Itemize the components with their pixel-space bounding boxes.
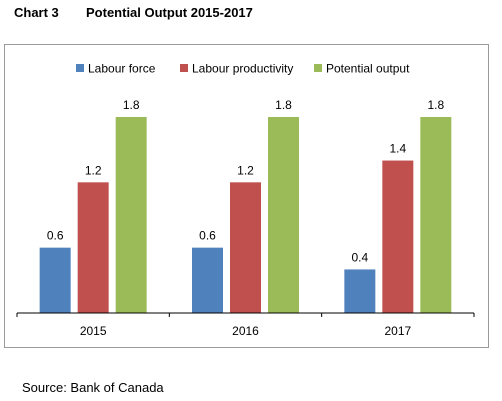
legend-swatch-2	[314, 64, 322, 72]
bar-chart: Labour force Labour productivity Potential…	[16, 62, 475, 338]
bar-0-1	[77, 182, 109, 313]
data-label-2-2: 1.8	[427, 98, 444, 112]
chart-number: Chart 3	[14, 5, 59, 20]
data-labels: 0.6 1.2 1.8 0.6 1.2 1.8 0.4 1.4 1.8	[47, 98, 445, 264]
bar-1-1	[230, 182, 261, 313]
bar-1-2	[268, 117, 299, 313]
data-label-1-0: 0.6	[199, 229, 216, 243]
bar-0-2	[115, 117, 147, 313]
bars	[39, 117, 452, 313]
x-tick-label-0: 2015	[80, 324, 107, 338]
legend-label-0: Labour force	[88, 62, 156, 76]
legend-swatch-1	[180, 64, 188, 72]
source-note: Source: Bank of Canada	[22, 380, 164, 395]
x-tick-label-1: 2016	[232, 324, 259, 338]
bar-1-0	[192, 247, 223, 313]
data-label-2-0: 0.4	[351, 250, 368, 264]
data-label-0-1: 1.2	[85, 163, 102, 177]
chart-title: Potential Output 2015-2017	[86, 5, 253, 20]
bar-0-0	[39, 247, 71, 313]
legend-label-1: Labour productivity	[192, 62, 293, 76]
data-label-0-2: 1.8	[123, 98, 140, 112]
bar-2-0	[344, 269, 376, 313]
data-label-0-0: 0.6	[47, 229, 64, 243]
legend-label-2: Potential output	[326, 62, 410, 76]
data-label-1-1: 1.2	[237, 163, 254, 177]
legend: Labour force Labour productivity Potential…	[76, 62, 410, 76]
bar-2-1	[382, 160, 414, 313]
data-label-2-1: 1.4	[389, 142, 406, 156]
chart-heading: Chart 3 Potential Output 2015-2017	[14, 5, 253, 20]
x-tick-label-2: 2017	[384, 324, 411, 338]
data-label-1-2: 1.8	[275, 98, 292, 112]
legend-swatch-0	[76, 64, 84, 72]
x-axis: 2015 2016 2017	[16, 312, 475, 338]
bar-2-2	[420, 117, 452, 313]
